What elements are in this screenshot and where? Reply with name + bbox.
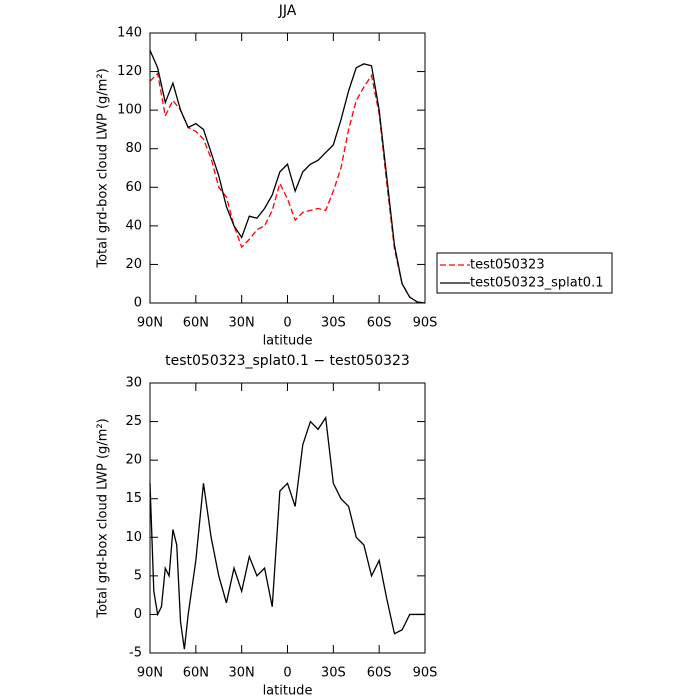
y-axis-label: Total grd-box cloud LWP (g/m²)	[96, 68, 111, 268]
x-tick-label: 90N	[137, 666, 163, 681]
y-tick-label: 0	[134, 296, 142, 311]
x-tick-label: 60S	[367, 316, 392, 331]
y-tick-label: 30	[125, 376, 142, 391]
y-tick-label: 25	[125, 414, 142, 429]
x-tick-label: 60S	[367, 666, 392, 681]
x-tick-label: 30N	[229, 666, 255, 681]
x-axis-label: latitude	[263, 334, 313, 349]
y-axis-label: Total grd-box cloud LWP (g/m²)	[96, 418, 111, 618]
y-tick-label: 20	[125, 257, 142, 272]
x-tick-label: 30S	[321, 666, 346, 681]
data-line	[149, 72, 426, 304]
y-tick-label: 140	[117, 26, 142, 41]
x-axis-label: latitude	[263, 684, 313, 699]
y-tick-label: 40	[125, 218, 142, 233]
y-tick-label: 100	[117, 103, 142, 118]
x-tick-label: 90N	[137, 316, 163, 331]
y-tick-label: -5	[129, 646, 142, 661]
chart-title: JJA	[278, 3, 297, 19]
y-tick-label: 80	[125, 141, 142, 156]
y-tick-label: 10	[125, 530, 142, 545]
data-line	[149, 415, 425, 650]
legend-box	[436, 252, 613, 294]
y-tick-label: 20	[125, 453, 142, 468]
y-tick-label: 5	[134, 568, 142, 583]
y-tick-label: 15	[125, 491, 142, 506]
y-tick-label: 60	[125, 180, 142, 195]
x-tick-label: 60N	[183, 666, 209, 681]
x-tick-label: 30S	[321, 316, 346, 331]
x-tick-label: 30N	[229, 316, 255, 331]
y-tick-label: 0	[134, 607, 142, 622]
x-tick-label: 0	[283, 666, 291, 681]
chart-title: test050323_splat0.1 − test050323	[165, 353, 410, 369]
x-tick-label: 0	[283, 316, 291, 331]
x-tick-label: 90S	[413, 666, 438, 681]
x-tick-label: 60N	[183, 316, 209, 331]
plot-frame	[149, 32, 426, 304]
legend-label: test050323_splat0.1	[470, 276, 603, 291]
x-tick-label: 90S	[413, 316, 438, 331]
y-tick-label: 120	[117, 64, 142, 79]
legend-label: test050323	[470, 258, 545, 273]
plot-frame	[149, 382, 426, 654]
data-line	[149, 50, 426, 304]
